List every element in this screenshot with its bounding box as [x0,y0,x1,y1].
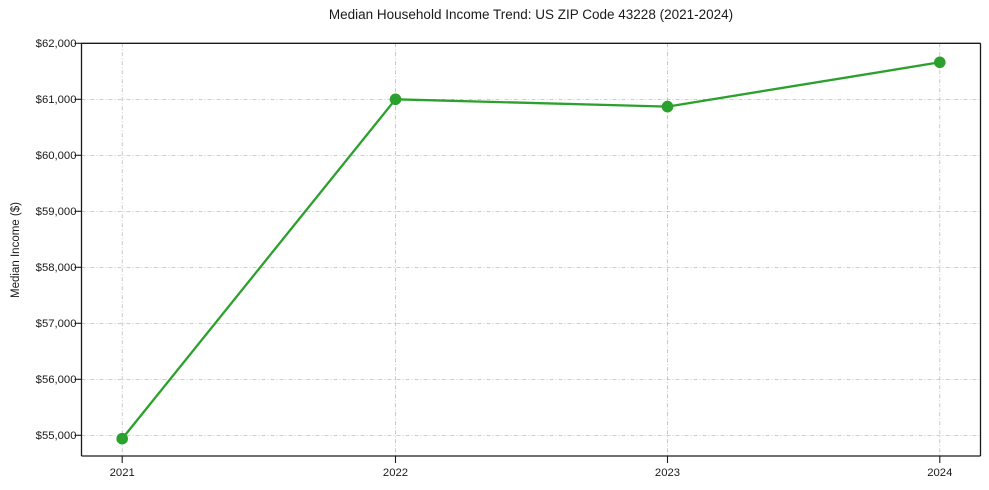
svg-text:2022: 2022 [383,467,408,479]
svg-text:$58,000: $58,000 [36,262,77,274]
svg-text:$59,000: $59,000 [36,206,77,218]
svg-text:2023: 2023 [655,467,680,479]
svg-text:$62,000: $62,000 [36,38,77,50]
svg-text:$60,000: $60,000 [36,150,77,162]
svg-text:$55,000: $55,000 [36,430,77,442]
svg-text:2021: 2021 [110,467,135,479]
svg-text:$57,000: $57,000 [36,318,77,330]
svg-text:$61,000: $61,000 [36,94,77,106]
svg-text:2024: 2024 [927,467,952,479]
svg-text:$56,000: $56,000 [36,374,77,386]
